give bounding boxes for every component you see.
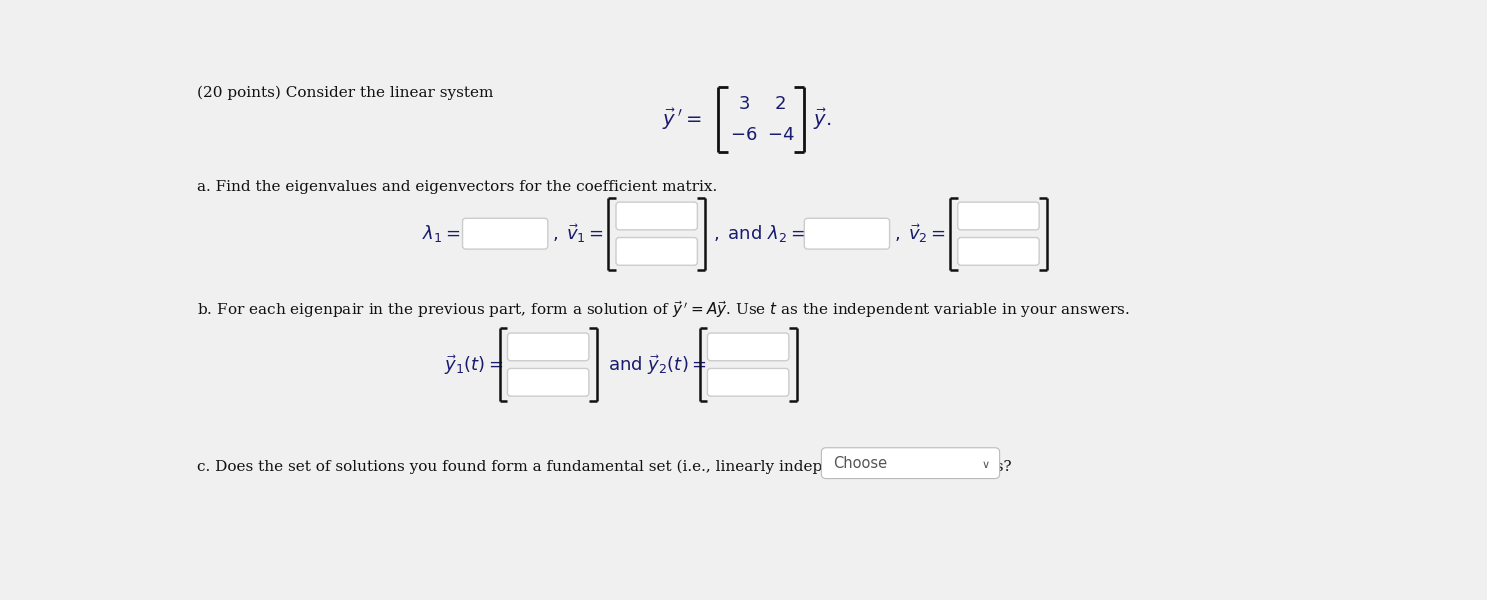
FancyBboxPatch shape xyxy=(616,238,697,265)
Text: Choose: Choose xyxy=(833,455,888,470)
FancyBboxPatch shape xyxy=(507,368,589,396)
FancyBboxPatch shape xyxy=(958,202,1039,230)
Text: $,\;\vec{v}_1 = $: $,\;\vec{v}_1 = $ xyxy=(553,222,605,245)
Text: $3$: $3$ xyxy=(738,95,749,113)
Text: b. For each eigenpair in the previous part, form a solution of $\vec{y}\,' = A\v: b. For each eigenpair in the previous pa… xyxy=(196,299,1130,320)
Text: ∨: ∨ xyxy=(981,460,990,470)
FancyBboxPatch shape xyxy=(507,333,589,361)
Text: $-4$: $-4$ xyxy=(766,126,794,144)
Text: c. Does the set of solutions you found form a fundamental set (i.e., linearly in: c. Does the set of solutions you found f… xyxy=(196,460,1011,474)
FancyBboxPatch shape xyxy=(958,238,1039,265)
FancyBboxPatch shape xyxy=(616,202,697,230)
FancyBboxPatch shape xyxy=(708,368,788,396)
FancyBboxPatch shape xyxy=(804,218,889,249)
Text: $-6$: $-6$ xyxy=(730,126,757,144)
Text: $2$: $2$ xyxy=(775,95,787,113)
Text: and $\vec{y}_2(t) = $: and $\vec{y}_2(t) = $ xyxy=(608,353,706,377)
Text: $\lambda_1 = $: $\lambda_1 = $ xyxy=(422,223,461,244)
FancyBboxPatch shape xyxy=(708,333,788,361)
Text: $,\;\vec{v}_2 = $: $,\;\vec{v}_2 = $ xyxy=(894,222,946,245)
Text: (20 points) Consider the linear system: (20 points) Consider the linear system xyxy=(196,86,494,100)
Text: $\vec{y}\,' = $: $\vec{y}\,' = $ xyxy=(663,107,702,133)
FancyBboxPatch shape xyxy=(462,218,547,249)
Text: $\vec{y}_1(t) = $: $\vec{y}_1(t) = $ xyxy=(445,353,504,377)
FancyBboxPatch shape xyxy=(821,448,999,479)
Text: $,$ and $\lambda_2 = $: $,$ and $\lambda_2 = $ xyxy=(712,223,806,244)
Text: a. Find the eigenvalues and eigenvectors for the coefficient matrix.: a. Find the eigenvalues and eigenvectors… xyxy=(196,180,717,194)
Text: $\vec{y}.$: $\vec{y}.$ xyxy=(813,107,831,133)
